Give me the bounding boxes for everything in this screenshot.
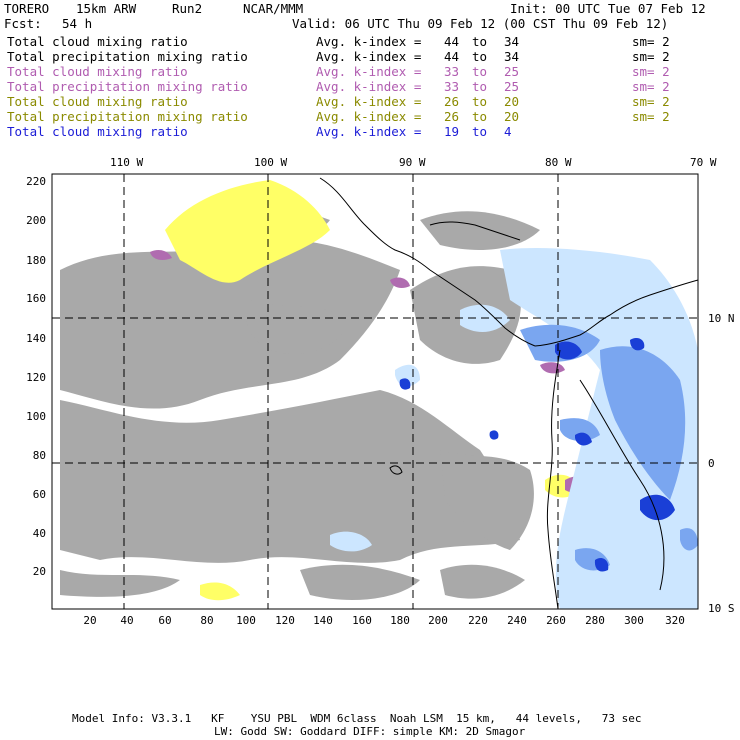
kindex-to-word: to xyxy=(472,49,488,64)
smoothing-label: sm= 2 xyxy=(632,79,670,94)
x-tick-120: 120 xyxy=(275,614,295,627)
y-tick-80: 80 xyxy=(33,449,46,462)
lon-label-70w: 70 W xyxy=(690,156,717,169)
kindex-from: 19 xyxy=(444,124,460,139)
gray-cloud-field xyxy=(60,204,540,600)
lat-lon-grid xyxy=(52,174,698,609)
smoothing-label: sm= 2 xyxy=(632,109,670,124)
kindex-label: Avg. k-index = xyxy=(316,34,422,49)
x-tick-60: 60 xyxy=(158,614,171,627)
kindex-to: 20 xyxy=(504,94,520,109)
kindex-to-word: to xyxy=(472,109,488,124)
kindex-to-word: to xyxy=(472,34,488,49)
kindex-label: Avg. k-index = xyxy=(316,79,422,94)
kindex-label: Avg. k-index = xyxy=(316,49,422,64)
kindex-label: Avg. k-index = xyxy=(316,64,422,79)
map-field-layers xyxy=(60,180,698,609)
field-name: Total cloud mixing ratio xyxy=(7,34,188,49)
field-name: Total precipitation mixing ratio xyxy=(7,109,248,124)
y-tick-220: 220 xyxy=(26,175,46,188)
kindex-from: 33 xyxy=(444,79,460,94)
kindex-to: 25 xyxy=(504,64,520,79)
kindex-from: 33 xyxy=(444,64,460,79)
lat-label-10n: 10 N xyxy=(708,312,735,325)
model-info-line1: Model Info: V3.3.1 KF YSU PBL WDM 6class… xyxy=(72,712,642,725)
forecast-map: 110 W 100 W 90 W 80 W 70 W xyxy=(26,156,735,627)
x-tick-80: 80 xyxy=(200,614,213,627)
y-tick-200: 200 xyxy=(26,214,46,227)
lon-label-100w: 100 W xyxy=(254,156,287,169)
kindex-label: Avg. k-index = xyxy=(316,124,422,139)
x-tick-180: 180 xyxy=(390,614,410,627)
forecast-label: Fcst: xyxy=(4,16,42,31)
y-tick-180: 180 xyxy=(26,254,46,267)
lon-label-110w: 110 W xyxy=(110,156,143,169)
y-tick-60: 60 xyxy=(33,488,46,501)
x-tick-260: 260 xyxy=(546,614,566,627)
model-resolution: 15km ARW xyxy=(76,1,137,16)
kindex-to-word: to xyxy=(472,124,488,139)
organization: NCAR/MMM xyxy=(243,1,304,16)
kindex-to: 4 xyxy=(504,124,512,139)
x-tick-240: 240 xyxy=(507,614,527,627)
field-name: Total cloud mixing ratio xyxy=(7,124,188,139)
x-tick-320: 320 xyxy=(665,614,685,627)
x-tick-40: 40 xyxy=(120,614,133,627)
run-label: Run2 xyxy=(172,1,203,16)
kindex-to: 34 xyxy=(504,49,520,64)
dark-blue-field xyxy=(399,337,675,572)
kindex-from: 44 xyxy=(444,34,460,49)
kindex-to: 25 xyxy=(504,79,520,94)
kindex-to: 20 xyxy=(504,109,520,124)
x-tick-280: 280 xyxy=(585,614,605,627)
smoothing-label: sm= 2 xyxy=(632,49,670,64)
field-name: Total cloud mixing ratio xyxy=(7,94,188,109)
init-time: Init: 00 UTC Tue 07 Feb 12 xyxy=(510,1,706,16)
model-info-line2: LW: Godd SW: Goddard DIFF: simple KM: 2D… xyxy=(214,725,526,738)
smoothing-label: sm= 2 xyxy=(632,94,670,109)
model-name: TORERO xyxy=(4,1,50,16)
kindex-to-word: to xyxy=(472,94,488,109)
smoothing-label: sm= 2 xyxy=(632,64,670,79)
lon-label-80w: 80 W xyxy=(545,156,572,169)
x-tick-20: 20 xyxy=(83,614,96,627)
kindex-to-word: to xyxy=(472,79,488,94)
x-tick-200: 200 xyxy=(428,614,448,627)
kindex-to-word: to xyxy=(472,64,488,79)
kindex-from: 26 xyxy=(444,94,460,109)
y-tick-100: 100 xyxy=(26,410,46,423)
field-name: Total precipitation mixing ratio xyxy=(7,79,248,94)
kindex-label: Avg. k-index = xyxy=(316,109,422,124)
lon-label-90w: 90 W xyxy=(399,156,426,169)
field-name: Total cloud mixing ratio xyxy=(7,64,188,79)
kindex-from: 44 xyxy=(444,49,460,64)
kindex-from: 26 xyxy=(444,109,460,124)
smoothing-label: sm= 2 xyxy=(632,34,670,49)
x-tick-100: 100 xyxy=(236,614,256,627)
coastline xyxy=(319,177,699,610)
y-tick-120: 120 xyxy=(26,371,46,384)
x-tick-220: 220 xyxy=(468,614,488,627)
y-tick-40: 40 xyxy=(33,527,46,540)
lat-label-10s: 10 S xyxy=(708,602,735,615)
x-tick-160: 160 xyxy=(352,614,372,627)
kindex-to: 34 xyxy=(504,34,520,49)
field-name: Total precipitation mixing ratio xyxy=(7,49,248,64)
x-tick-300: 300 xyxy=(624,614,644,627)
y-tick-160: 160 xyxy=(26,292,46,305)
plot-frame xyxy=(51,173,699,610)
y-tick-20: 20 xyxy=(33,565,46,578)
forecast-hours: 54 h xyxy=(62,16,93,31)
valid-time: Valid: 06 UTC Thu 09 Feb 12 (00 CST Thu … xyxy=(292,16,669,31)
y-tick-140: 140 xyxy=(26,332,46,345)
kindex-label: Avg. k-index = xyxy=(316,94,422,109)
x-tick-140: 140 xyxy=(313,614,333,627)
lat-label-0: 0 xyxy=(708,457,715,470)
